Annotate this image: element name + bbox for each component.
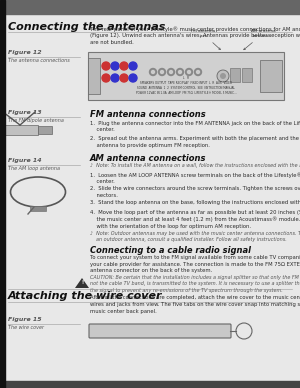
Text: The antenna connections: The antenna connections [8, 58, 70, 63]
Circle shape [102, 62, 110, 70]
Text: !: ! [81, 281, 83, 286]
Text: 2.  Spread out the antenna arms. Experiment with both the placement and the angl: 2. Spread out the antenna arms. Experime… [90, 136, 300, 147]
Text: Figure 13: Figure 13 [8, 110, 42, 115]
Text: Setting Up: Setting Up [10, 7, 49, 12]
Circle shape [129, 62, 137, 70]
Bar [30, 206, 46, 211]
Text: October 22, 2001: October 22, 2001 [100, 383, 136, 387]
Bar [88, 52, 284, 100]
Text: AM antenna
terminals: AM antenna terminals [244, 29, 275, 50]
Text: 1.  Loosen the AM LOOP ANTENNA screw terminals on the back of the Lifestyle® mus: 1. Loosen the AM LOOP ANTENNA screw term… [90, 172, 300, 184]
Bar [0, 0, 5, 388]
Text: AM252876_03_V.pdf: AM252876_03_V.pdf [253, 383, 295, 387]
Text: AM antenna connections: AM antenna connections [90, 154, 206, 163]
Text: ♪  Note: To install the AM antenna on a wall, follow the instructions enclosed w: ♪ Note: To install the AM antenna on a w… [90, 163, 300, 168]
Circle shape [111, 74, 119, 82]
Text: L   R
SPEAKERS OUTPUT  TAPE REC/PLAY  FIXED INPUT  L  R  AUX  VIDEO
SOUND  ANTEN: L R SPEAKERS OUTPUT TAPE REC/PLAY FIXED … [136, 76, 236, 95]
Bar [260, 60, 282, 92]
Text: The AM loop antenna: The AM loop antenna [8, 166, 60, 171]
Bar [0, 125, 38, 135]
Circle shape [176, 69, 184, 76]
Circle shape [178, 71, 182, 73]
Text: 1.  Plug the antenna connector into the FM ANTENNA jack on the back of the Lifes: 1. Plug the antenna connector into the F… [90, 120, 300, 132]
Text: Connecting the antennas: Connecting the antennas [8, 22, 165, 32]
Circle shape [120, 74, 128, 82]
Text: 2.  Slide the wire connectors around the screw terminals. Tighten the screws ove: 2. Slide the wire connectors around the … [90, 186, 300, 197]
Text: Attaching the wire cover: Attaching the wire cover [8, 291, 163, 301]
Circle shape [120, 62, 128, 70]
Circle shape [158, 69, 166, 76]
Text: To connect your system to the FM signal available from some cable TV companies, : To connect your system to the FM signal … [90, 255, 300, 273]
Circle shape [185, 69, 193, 76]
Text: Connecting to a cable radio signal: Connecting to a cable radio signal [90, 246, 251, 255]
Circle shape [194, 69, 202, 76]
Circle shape [111, 62, 119, 70]
Text: ♪  Note: Outdoor antennas may be used with the music center antenna connections.: ♪ Note: Outdoor antennas may be used wit… [90, 231, 300, 242]
Text: FM antenna connections: FM antenna connections [90, 110, 206, 119]
Circle shape [188, 71, 190, 73]
Circle shape [160, 71, 164, 73]
Bar [242, 68, 252, 82]
Circle shape [217, 70, 229, 82]
Text: The wire cover: The wire cover [8, 325, 44, 330]
Text: Figure 12: Figure 12 [8, 50, 42, 55]
Polygon shape [75, 278, 89, 288]
Bar [88, 58, 100, 94]
Circle shape [152, 71, 154, 73]
FancyBboxPatch shape [89, 324, 231, 338]
Bar [0, 381, 300, 388]
Bar [38, 126, 52, 134]
Circle shape [167, 69, 175, 76]
Bar [230, 68, 240, 82]
Text: 3.  Stand the loop antenna on the base, following the instructions enclosed with: 3. Stand the loop antenna on the base, f… [90, 200, 300, 205]
Circle shape [102, 74, 110, 82]
Circle shape [169, 71, 172, 73]
Text: FM antenna
jack: FM antenna jack [191, 29, 220, 50]
Bar [0, 0, 300, 14]
Circle shape [196, 71, 200, 73]
Text: Figure 14: Figure 14 [8, 158, 42, 163]
Text: CAUTION: Be certain that the installation includes a signal splitter so that onl: CAUTION: Be certain that the installatio… [90, 275, 300, 293]
Text: The FM dipole antenna: The FM dipole antenna [8, 118, 64, 123]
Text: After all the connections are completed, attach the wire cover to the music cent: After all the connections are completed,… [90, 295, 300, 314]
Circle shape [129, 74, 137, 82]
Text: 4.  Move the loop part of the antenna as far as possible but at least 20 inches : 4. Move the loop part of the antenna as … [90, 210, 300, 229]
Circle shape [149, 69, 157, 76]
Text: Figure 15: Figure 15 [8, 317, 42, 322]
Text: The rear panel of your Lifestyle® music center provides connections for AM and F: The rear panel of your Lifestyle® music … [90, 26, 300, 45]
Circle shape [220, 73, 226, 79]
